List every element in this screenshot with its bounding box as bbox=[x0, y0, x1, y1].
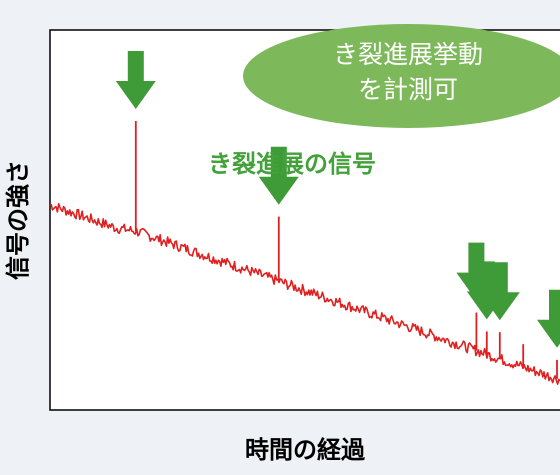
crack-signal-spikes bbox=[134, 121, 558, 379]
arrow-2-icon bbox=[258, 146, 299, 205]
callout-ellipse bbox=[243, 24, 560, 128]
arrow-6-icon bbox=[537, 289, 560, 348]
arrow-5-icon bbox=[479, 262, 520, 321]
callout-line-1: き裂進展挙動 bbox=[333, 40, 483, 69]
x-axis-label: 時間の経過 bbox=[245, 436, 366, 464]
crack-signal-arrows bbox=[115, 51, 560, 348]
crack-signal-label: き裂進展の信号 bbox=[208, 150, 376, 178]
callout-bubble: き裂進展挙動 を計測可 bbox=[243, 24, 560, 128]
callout-line-2: を計測可 bbox=[358, 75, 458, 104]
arrow-1-icon bbox=[115, 51, 156, 109]
y-axis-label: 信号の強さ bbox=[4, 160, 32, 280]
